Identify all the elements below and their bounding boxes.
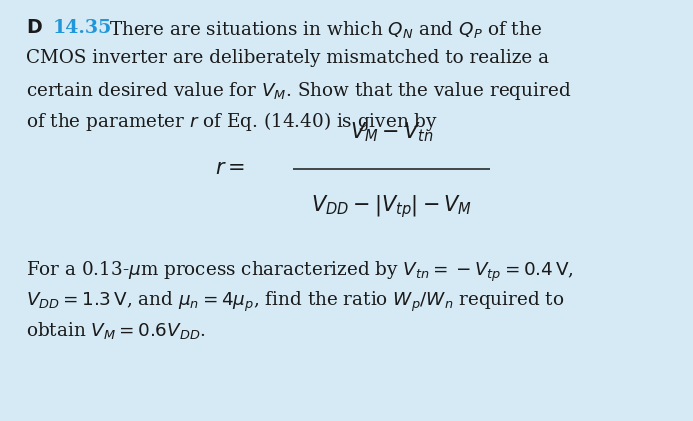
Text: certain desired value for $V_M$. Show that the value required: certain desired value for $V_M$. Show th… xyxy=(26,80,572,101)
Text: $V_M - V_{tn}$: $V_M - V_{tn}$ xyxy=(350,121,433,144)
Text: $V_{DD} = 1.3\,\mathrm{V}$, and $\mu_n = 4\mu_p$, find the ratio $W_p/W_n$ requi: $V_{DD} = 1.3\,\mathrm{V}$, and $\mu_n =… xyxy=(26,290,565,314)
Text: of the parameter $r$ of Eq. (14.40) is given by: of the parameter $r$ of Eq. (14.40) is g… xyxy=(26,110,438,133)
Text: 14.35: 14.35 xyxy=(53,19,112,37)
Text: $r =$: $r =$ xyxy=(215,159,245,179)
Text: There are situations in which $Q_N$ and $Q_P$ of the: There are situations in which $Q_N$ and … xyxy=(109,19,543,40)
Text: obtain $V_M = 0.6V_{DD}$.: obtain $V_M = 0.6V_{DD}$. xyxy=(26,320,206,341)
Text: $\mathbf{D}$: $\mathbf{D}$ xyxy=(26,19,43,37)
Text: For a 0.13-$\mu$m process characterized by $V_{tn} = -V_{tp} = 0.4\,\mathrm{V}$,: For a 0.13-$\mu$m process characterized … xyxy=(26,259,574,283)
Text: $V_{DD} - |V_{tp}| - V_M$: $V_{DD} - |V_{tp}| - V_M$ xyxy=(311,193,472,220)
Text: CMOS inverter are deliberately mismatched to realize a: CMOS inverter are deliberately mismatche… xyxy=(26,49,550,67)
